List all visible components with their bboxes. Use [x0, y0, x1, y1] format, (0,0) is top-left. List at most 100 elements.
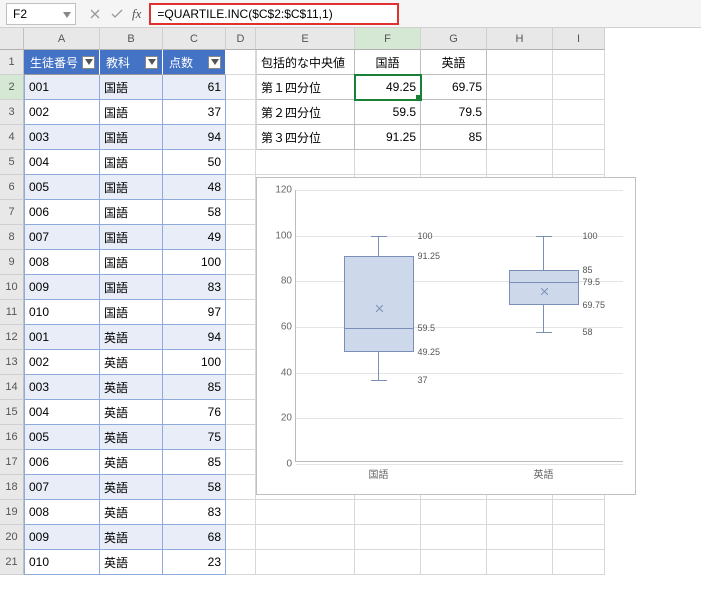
column-header-D[interactable]: D — [226, 28, 256, 50]
row-header-20[interactable]: 20 — [0, 525, 24, 550]
boxplot-chart[interactable]: 020406080100120国語10091.2559.549.2537英語10… — [256, 177, 636, 495]
row-header-1[interactable]: 1 — [0, 50, 24, 75]
column-header-I[interactable]: I — [553, 28, 605, 50]
cell[interactable] — [256, 150, 355, 175]
data-cell[interactable]: 75 — [163, 425, 226, 450]
quartile-value[interactable]: 85 — [421, 125, 487, 150]
data-cell[interactable]: 国語 — [100, 100, 163, 125]
row-header-2[interactable]: 2 — [0, 75, 24, 100]
row-header-17[interactable]: 17 — [0, 450, 24, 475]
fx-icon[interactable]: fx — [132, 6, 141, 22]
row-header-13[interactable]: 13 — [0, 350, 24, 375]
quartile-value[interactable]: 79.5 — [421, 100, 487, 125]
cell[interactable] — [226, 450, 256, 475]
data-cell[interactable]: 004 — [24, 150, 100, 175]
data-cell[interactable]: 83 — [163, 500, 226, 525]
cell[interactable] — [226, 100, 256, 125]
data-cell[interactable]: 003 — [24, 125, 100, 150]
quartile-value[interactable]: 69.75 — [421, 75, 487, 100]
row-header-6[interactable]: 6 — [0, 175, 24, 200]
cell[interactable] — [553, 525, 605, 550]
cell[interactable] — [553, 550, 605, 575]
data-cell[interactable]: 英語 — [100, 350, 163, 375]
row-header-12[interactable]: 12 — [0, 325, 24, 350]
data-cell[interactable]: 国語 — [100, 175, 163, 200]
cell[interactable] — [226, 225, 256, 250]
row-header-18[interactable]: 18 — [0, 475, 24, 500]
data-cell[interactable]: 49 — [163, 225, 226, 250]
cell[interactable] — [553, 150, 605, 175]
data-cell[interactable]: 85 — [163, 375, 226, 400]
cell[interactable] — [256, 500, 355, 525]
row-header-3[interactable]: 3 — [0, 100, 24, 125]
data-cell[interactable]: 002 — [24, 350, 100, 375]
cell[interactable] — [553, 500, 605, 525]
row-header-14[interactable]: 14 — [0, 375, 24, 400]
cell[interactable] — [487, 500, 553, 525]
data-cell[interactable]: 007 — [24, 225, 100, 250]
cell[interactable] — [226, 175, 256, 200]
data-cell[interactable]: 61 — [163, 75, 226, 100]
data-cell[interactable]: 003 — [24, 375, 100, 400]
cell[interactable] — [226, 550, 256, 575]
quartile-col-header[interactable]: 国語 — [355, 50, 421, 75]
data-cell[interactable]: 国語 — [100, 250, 163, 275]
data-cell[interactable]: 006 — [24, 200, 100, 225]
cell[interactable] — [226, 75, 256, 100]
cell[interactable] — [226, 150, 256, 175]
cell[interactable] — [487, 525, 553, 550]
quartile-value[interactable]: 91.25 — [355, 125, 421, 150]
row-header-8[interactable]: 8 — [0, 225, 24, 250]
data-cell[interactable]: 001 — [24, 325, 100, 350]
cell[interactable] — [226, 500, 256, 525]
data-cell[interactable]: 英語 — [100, 400, 163, 425]
filter-dropdown-icon[interactable] — [208, 56, 221, 69]
column-header-F[interactable]: F — [355, 28, 421, 50]
cell[interactable] — [553, 75, 605, 100]
quartile-header-label[interactable]: 包括的な中央値 — [256, 50, 355, 75]
data-cell[interactable]: 37 — [163, 100, 226, 125]
filter-dropdown-icon[interactable] — [145, 56, 158, 69]
data-cell[interactable]: 英語 — [100, 450, 163, 475]
row-header-11[interactable]: 11 — [0, 300, 24, 325]
row-header-4[interactable]: 4 — [0, 125, 24, 150]
cell[interactable] — [487, 75, 553, 100]
column-header-B[interactable]: B — [100, 28, 163, 50]
cell[interactable] — [226, 250, 256, 275]
data-cell[interactable]: 英語 — [100, 475, 163, 500]
column-header-E[interactable]: E — [256, 28, 355, 50]
data-cell[interactable]: 英語 — [100, 525, 163, 550]
cell[interactable] — [553, 100, 605, 125]
table-header-cell[interactable]: 教科 — [100, 50, 163, 75]
data-cell[interactable]: 005 — [24, 175, 100, 200]
data-cell[interactable]: 英語 — [100, 550, 163, 575]
cell[interactable] — [226, 325, 256, 350]
data-cell[interactable]: 英語 — [100, 325, 163, 350]
cell[interactable] — [226, 400, 256, 425]
data-cell[interactable]: 英語 — [100, 500, 163, 525]
cell[interactable] — [256, 525, 355, 550]
cell[interactable] — [256, 550, 355, 575]
cell[interactable] — [355, 500, 421, 525]
data-cell[interactable]: 010 — [24, 300, 100, 325]
data-cell[interactable]: 004 — [24, 400, 100, 425]
quartile-row-label[interactable]: 第３四分位 — [256, 125, 355, 150]
cell[interactable] — [226, 425, 256, 450]
data-cell[interactable]: 009 — [24, 275, 100, 300]
name-box[interactable]: F2 — [6, 3, 76, 25]
quartile-value[interactable]: 49.25 — [355, 75, 421, 100]
cell[interactable] — [226, 275, 256, 300]
data-cell[interactable]: 国語 — [100, 150, 163, 175]
quartile-value[interactable]: 59.5 — [355, 100, 421, 125]
table-header-cell[interactable]: 点数 — [163, 50, 226, 75]
data-cell[interactable]: 100 — [163, 350, 226, 375]
cell[interactable] — [487, 125, 553, 150]
cell[interactable] — [226, 300, 256, 325]
data-cell[interactable]: 008 — [24, 250, 100, 275]
data-cell[interactable]: 83 — [163, 275, 226, 300]
data-cell[interactable]: 国語 — [100, 125, 163, 150]
data-cell[interactable]: 85 — [163, 450, 226, 475]
cell[interactable] — [487, 550, 553, 575]
cell[interactable] — [421, 150, 487, 175]
cell[interactable] — [226, 475, 256, 500]
